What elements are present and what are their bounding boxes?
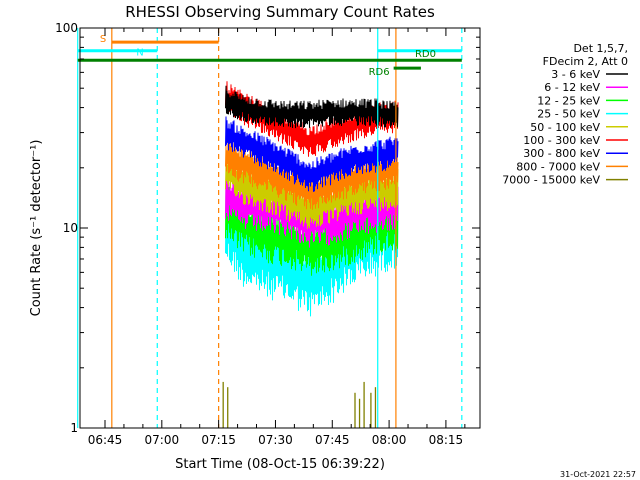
legend-label: 6 - 12 keV xyxy=(544,81,600,94)
legend-label: 25 - 50 keV xyxy=(537,108,600,121)
footer-timestamp: 31-Oct-2021 22:57 xyxy=(560,470,636,479)
axes-layer: 06:45 07:00 07:15 07:30 07:45 08:00 08:15 1 10 10… xyxy=(55,21,481,447)
x-tick-label: 06:45 xyxy=(88,433,123,447)
y-tick-label: 10 xyxy=(63,221,78,235)
legend-header-fdecim: FDecim 2, Att 0 xyxy=(543,55,628,68)
y-tick-label: 100 xyxy=(55,21,78,35)
flag-label: S xyxy=(100,34,106,45)
flag-label: N xyxy=(136,48,143,59)
legend-label: 7000 - 15000 keV xyxy=(502,174,600,187)
series-50-100-kev xyxy=(225,153,399,229)
legend-header-detectors: Det 1,5,7, xyxy=(573,42,628,55)
series-3-6-kev xyxy=(225,85,399,129)
legend-label: 50 - 100 keV xyxy=(530,121,600,134)
marker-lines-layer: S N RD0 RD6 xyxy=(77,28,463,428)
series-12-25-kev xyxy=(225,186,399,276)
x-tick-label: 07:00 xyxy=(145,433,180,447)
x-tick-label: 08:00 xyxy=(372,433,407,447)
x-tick-label: 07:45 xyxy=(315,433,350,447)
flag-label: RD0 xyxy=(415,49,436,60)
legend-label: 12 - 25 keV xyxy=(537,94,600,107)
legend-label: 800 - 7000 keV xyxy=(516,160,600,173)
x-axis-label: Start Time (08-Oct-15 06:39:22) xyxy=(175,457,385,472)
x-tick-label: 08:15 xyxy=(429,433,464,447)
y-tick-label: 1 xyxy=(70,421,78,435)
chart-title: RHESSI Observing Summary Count Rates xyxy=(125,3,435,21)
flag-label: RD6 xyxy=(369,67,390,78)
legend-label: 100 - 300 keV xyxy=(523,134,600,147)
y-axis-label: Count Rate (s⁻¹ detector⁻¹) xyxy=(29,140,44,317)
x-tick-label: 07:15 xyxy=(201,433,236,447)
x-tick-label: 07:30 xyxy=(258,433,293,447)
series-layer xyxy=(222,81,399,428)
legend-label: 300 - 800 keV xyxy=(523,147,600,160)
legend-label: 3 - 6 keV xyxy=(551,68,600,81)
series-300-800-kev xyxy=(225,116,399,192)
